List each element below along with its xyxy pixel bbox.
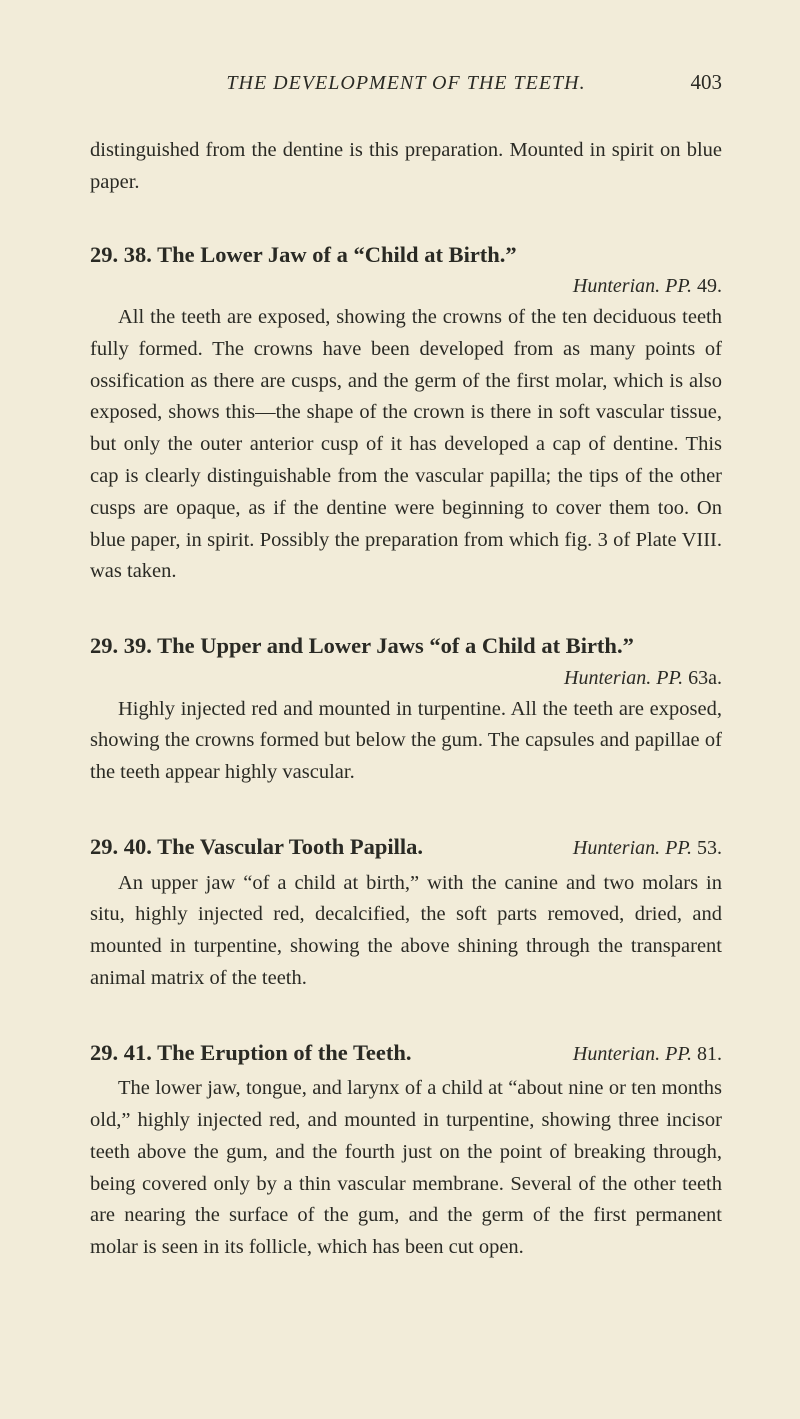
book-page: THE DEVELOPMENT OF THE TEETH. 403 distin… [0, 0, 800, 1419]
section-title: 29. 40. The Vascular Tooth Papilla. [90, 831, 423, 864]
section-citation: Hunterian. PP. 81. [573, 1043, 722, 1066]
section-title-text: The Eruption of the Teeth. [157, 1040, 411, 1065]
section-heading: 29. 40. The Vascular Tooth Papilla. Hunt… [90, 831, 722, 864]
section-body: An upper jaw “of a child at birth,” with… [90, 868, 722, 995]
running-head: THE DEVELOPMENT OF THE TEETH. 403 [90, 70, 722, 95]
section-number: 29. [90, 242, 118, 267]
section-title: 29. 41. The Eruption of the Teeth. [90, 1037, 412, 1070]
intro-paragraph: distinguished from the dentine is this p… [90, 135, 722, 199]
section-body: All the teeth are exposed, showing the c… [90, 302, 722, 588]
section-heading: 29. 38. The Lower Jaw of a “Child at Bir… [90, 239, 722, 272]
section-title: 29. 38. The Lower Jaw of a “Child at Bir… [90, 239, 517, 272]
section-29-41: 29. 41. The Eruption of the Teeth. Hunte… [90, 1037, 722, 1264]
section-heading: 29. 41. The Eruption of the Teeth. Hunte… [90, 1037, 722, 1070]
section-29-38: 29. 38. The Lower Jaw of a “Child at Bir… [90, 239, 722, 589]
section-title-text: The Lower Jaw of a “Child at Birth.” [157, 242, 517, 267]
section-body: Highly injected red and mounted in turpe… [90, 694, 722, 789]
citation-tail: 81. [692, 1043, 722, 1065]
section-number: 29. [90, 633, 118, 658]
section-citation: Hunterian. PP. 49. [90, 275, 722, 298]
citation-ital: Hunterian. PP. [573, 275, 692, 297]
section-29-39: 29. 39. The Upper and Lower Jaws “of a C… [90, 630, 722, 789]
section-subnumber: 40. [124, 834, 152, 859]
section-title-text: The Upper and Lower Jaws “of a Child at … [157, 633, 634, 658]
section-body: The lower jaw, tongue, and larynx of a c… [90, 1073, 722, 1264]
citation-tail: 49. [692, 275, 722, 297]
page-number: 403 [666, 70, 722, 95]
running-title: THE DEVELOPMENT OF THE TEETH. [146, 72, 666, 95]
section-title: 29. 39. The Upper and Lower Jaws “of a C… [90, 630, 634, 663]
section-title-text: The Vascular Tooth Papilla. [157, 834, 423, 859]
section-29-40: 29. 40. The Vascular Tooth Papilla. Hunt… [90, 831, 722, 995]
section-citation: Hunterian. PP. 63a. [90, 667, 722, 690]
section-subnumber: 41. [124, 1040, 152, 1065]
citation-tail: 53. [692, 837, 722, 859]
citation-tail: 63a. [683, 667, 722, 689]
section-citation: Hunterian. PP. 53. [573, 837, 722, 860]
section-subnumber: 39. [124, 633, 152, 658]
section-heading: 29. 39. The Upper and Lower Jaws “of a C… [90, 630, 722, 663]
citation-ital: Hunterian. PP. [573, 837, 692, 859]
section-number: 29. [90, 834, 118, 859]
section-subnumber: 38. [124, 242, 152, 267]
citation-ital: Hunterian. PP. [564, 667, 683, 689]
citation-ital: Hunterian. PP. [573, 1043, 692, 1065]
section-number: 29. [90, 1040, 118, 1065]
